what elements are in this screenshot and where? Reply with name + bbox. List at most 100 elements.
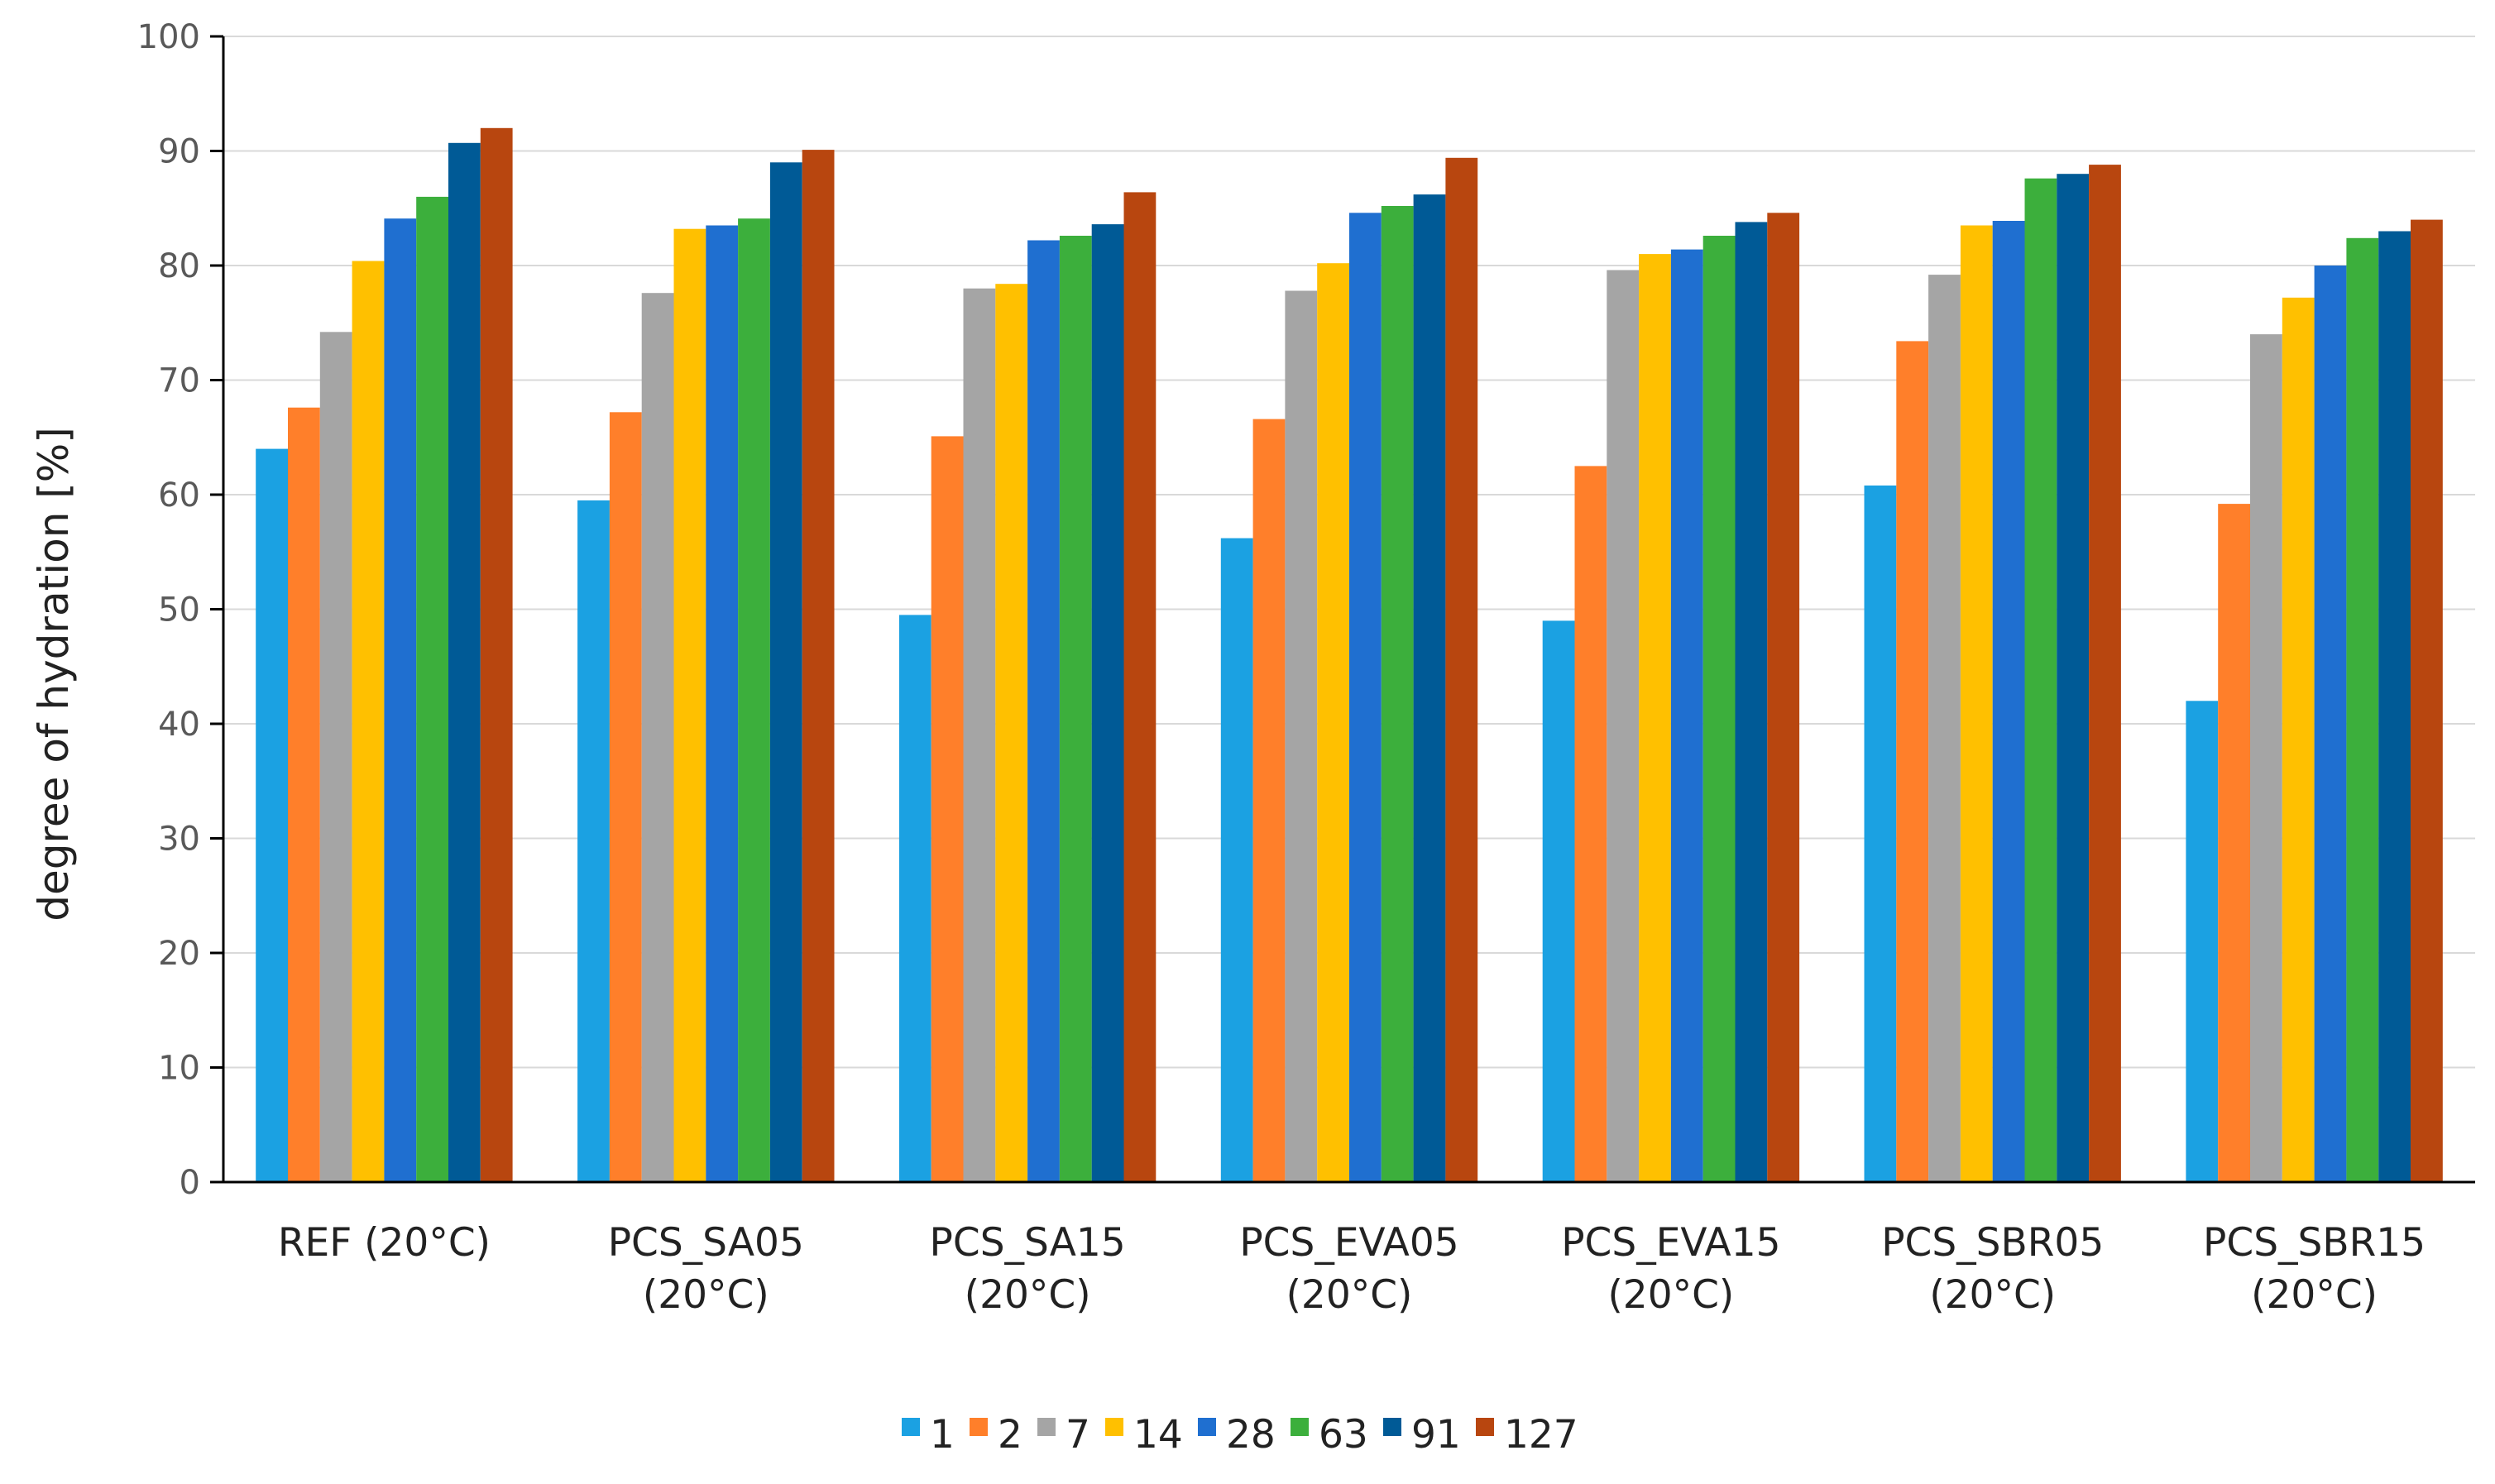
x-category-label: PCS_EVA05 xyxy=(1239,1220,1458,1266)
bar-series-63-6 xyxy=(2346,237,2379,1182)
legend-label: 1 xyxy=(930,1412,955,1458)
bar-series-91-4 xyxy=(1735,222,1768,1182)
bar-series-2-2 xyxy=(931,436,964,1182)
x-category-label: PCS_EVA15 xyxy=(1561,1220,1780,1266)
legend-label: 28 xyxy=(1226,1412,1276,1458)
bar-series-28-6 xyxy=(2314,266,2347,1182)
bar-series-63-5 xyxy=(2024,178,2057,1183)
legend-swatch-1 xyxy=(902,1418,920,1436)
bar-series-7-3 xyxy=(1285,290,1318,1182)
x-category-label: PCS_SBR15 xyxy=(2203,1220,2426,1266)
bar-series-1-1 xyxy=(577,500,610,1182)
bar-series-7-6 xyxy=(2250,334,2282,1183)
x-category-labels: REF (20°C) PCS_SA05 (20°C) PCS_SA15 (20°C) PC… xyxy=(278,1220,2426,1318)
bar-series-2-6 xyxy=(2218,504,2250,1182)
bar-series-28-5 xyxy=(1992,221,2025,1182)
legend-swatch-63 xyxy=(1291,1418,1309,1436)
bar-series-14-4 xyxy=(1639,254,1671,1183)
legend-label: 14 xyxy=(1133,1412,1183,1458)
x-category-label: PCS_SBR05 xyxy=(1881,1220,2104,1266)
bar-series-63-0 xyxy=(416,196,448,1182)
y-tick-labels: 0 10 20 30 40 50 60 70 80 90 100 xyxy=(137,18,200,1202)
legend-label: 2 xyxy=(998,1412,1022,1458)
bar-series-127-5 xyxy=(2089,165,2121,1183)
y-tick-label: 80 xyxy=(158,247,200,285)
bar-series-63-1 xyxy=(738,218,770,1183)
legend-label: 91 xyxy=(1411,1412,1461,1458)
bar-series-7-4 xyxy=(1607,270,1640,1182)
bar-series-14-3 xyxy=(1317,263,1349,1183)
bar-series-127-3 xyxy=(1445,157,1478,1182)
bar-series-1-4 xyxy=(1542,620,1575,1182)
legend-label: 63 xyxy=(1319,1412,1368,1458)
bar-series-1-2 xyxy=(898,615,931,1182)
legend-label: 7 xyxy=(1066,1412,1090,1458)
y-tick-label: 100 xyxy=(137,18,200,56)
bar-series-14-6 xyxy=(2282,297,2315,1182)
x-category-label: (20°C) xyxy=(643,1272,769,1318)
axes xyxy=(210,35,2475,1184)
x-category-label: (20°C) xyxy=(2251,1272,2378,1318)
bar-series-63-2 xyxy=(1059,236,1092,1182)
y-tick-label: 30 xyxy=(158,821,200,859)
x-category-label: REF (20°C) xyxy=(278,1220,491,1266)
y-tick-label: 70 xyxy=(158,362,200,400)
bar-series-1-3 xyxy=(1220,538,1253,1182)
bar-series-7-1 xyxy=(641,293,674,1183)
bar-series-7-0 xyxy=(319,332,352,1182)
y-tick-label: 90 xyxy=(158,133,200,171)
legend-swatch-91 xyxy=(1383,1418,1401,1436)
bar-series-91-1 xyxy=(769,162,802,1182)
bar-series-91-3 xyxy=(1413,194,1446,1183)
bar-series-2-1 xyxy=(609,412,642,1182)
x-category-label: (20°C) xyxy=(1286,1272,1413,1318)
legend-swatch-28 xyxy=(1198,1418,1216,1436)
bar-series-91-0 xyxy=(448,142,481,1182)
bar-series-127-2 xyxy=(1123,192,1157,1182)
legend-label: 127 xyxy=(1504,1412,1578,1458)
x-category-label: (20°C) xyxy=(965,1272,1091,1318)
bar-series-127-6 xyxy=(2411,219,2443,1183)
bar-series-63-4 xyxy=(1702,236,1736,1182)
bars xyxy=(256,127,2443,1183)
bar-series-127-4 xyxy=(1767,213,1800,1182)
bar-series-127-1 xyxy=(802,150,835,1183)
legend-swatch-127 xyxy=(1476,1418,1494,1436)
bar-series-1-6 xyxy=(2186,701,2219,1182)
bar-series-2-0 xyxy=(288,407,320,1182)
bar-series-2-3 xyxy=(1252,419,1286,1183)
legend: 1 2 7 14 28 63 91 127 xyxy=(902,1412,1578,1458)
bar-series-7-2 xyxy=(963,288,996,1183)
bar-series-28-1 xyxy=(706,225,739,1182)
bar-series-1-5 xyxy=(1864,485,1897,1182)
x-category-label: PCS_SA15 xyxy=(930,1220,1126,1266)
y-tick-label: 40 xyxy=(158,706,200,744)
y-tick-label: 20 xyxy=(158,935,200,973)
y-axis-label: degree of hydration [%] xyxy=(30,427,78,922)
bar-series-2-5 xyxy=(1896,341,1929,1182)
y-tick-label: 10 xyxy=(158,1050,200,1088)
y-tick-label: 60 xyxy=(158,476,200,515)
bar-series-2-4 xyxy=(1574,466,1607,1182)
bar-series-14-5 xyxy=(1960,225,1993,1182)
bar-series-14-0 xyxy=(352,261,385,1182)
bar-series-28-3 xyxy=(1349,213,1382,1182)
bar-series-7-5 xyxy=(1928,275,1961,1183)
bar-series-28-4 xyxy=(1670,249,1703,1183)
bar-series-28-2 xyxy=(1027,240,1060,1182)
bar-series-1-0 xyxy=(256,448,288,1182)
bar-series-28-0 xyxy=(384,218,417,1183)
bar-series-14-2 xyxy=(995,284,1028,1183)
bar-series-91-5 xyxy=(2057,174,2090,1183)
x-category-label: (20°C) xyxy=(1607,1272,1734,1318)
bar-series-127-0 xyxy=(480,127,513,1182)
y-tick-label: 50 xyxy=(158,591,200,630)
bar-series-91-6 xyxy=(2378,231,2411,1182)
x-category-label: PCS_SA05 xyxy=(608,1220,804,1266)
legend-swatch-14 xyxy=(1105,1418,1123,1436)
x-category-label: (20°C) xyxy=(1929,1272,2056,1318)
y-tick-label: 0 xyxy=(180,1164,200,1202)
bar-series-63-3 xyxy=(1381,206,1414,1182)
legend-swatch-2 xyxy=(970,1418,988,1436)
